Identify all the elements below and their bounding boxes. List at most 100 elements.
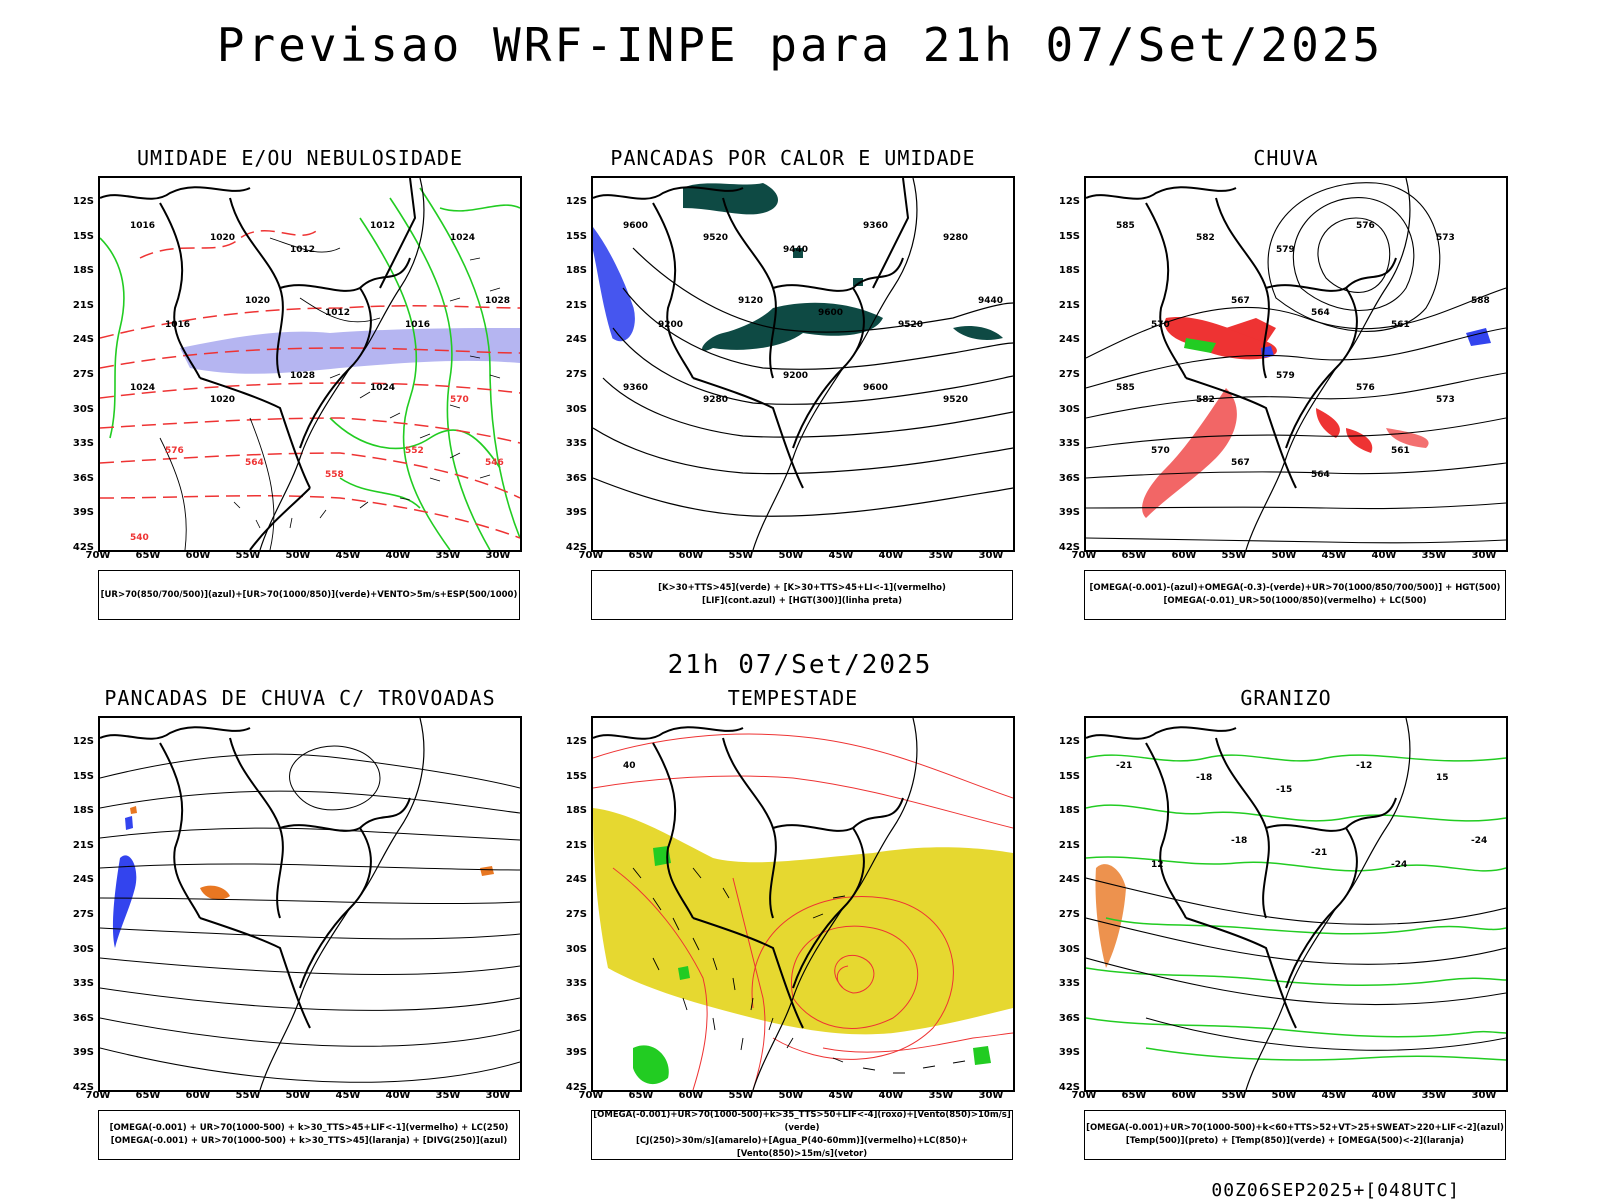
map-umidade: 1016 1020 1012 1012 1024 1016 1020 1012 1016 1028… [98, 176, 522, 552]
contour-label: 570 [450, 395, 469, 405]
lat-tick-label: 27S [565, 909, 587, 920]
contour-label: 1016 [130, 221, 155, 231]
contour-label: 9520 [703, 233, 728, 243]
lat-tick-label: 21S [565, 839, 587, 851]
teal-instability-areas [683, 183, 1003, 351]
contour-label: 15 [1436, 773, 1449, 783]
red-dashed-contours [100, 227, 520, 539]
panel-title: PANCADAS DE CHUVA C/ TROVOADAS [104, 686, 496, 710]
lat-tick-label: 15S [1058, 230, 1080, 242]
lon-tick-label: 50W [778, 550, 804, 561]
lon-tick-label: 45W [828, 550, 854, 561]
legend-line-1: [OMEGA(-0.001)+UR>70(1000-500)+k<60+TTS>… [1086, 1123, 1504, 1133]
contour-label: 9520 [898, 320, 923, 330]
legend-line-2: [LIF](cont.azul) + [HGT(300)](linha pret… [701, 596, 903, 606]
green-contours [100, 187, 520, 550]
contour-label: 567 [1231, 458, 1250, 468]
panel-tempestade: TEMPESTADE [553, 686, 1033, 1160]
lon-tick-label: 70W [1071, 1090, 1097, 1101]
contour-label: 588 [1471, 296, 1490, 306]
coastline [1245, 718, 1411, 1090]
lat-tick-label: 39S [1058, 1047, 1080, 1059]
contour-label: -15 [1276, 785, 1292, 795]
yellow-jet-area [593, 808, 1013, 1035]
lat-tick-label: 24S [72, 874, 94, 886]
lon-tick-label: 40W [878, 550, 904, 561]
lon-tick-label: 70W [85, 550, 111, 561]
contour-label: 564 [1311, 470, 1330, 480]
contour-label: 573 [1436, 395, 1455, 405]
lat-tick-label: 27S [72, 909, 94, 920]
map-pancadas-trovoadas [98, 716, 522, 1092]
lon-tick-label: 30W [1471, 1090, 1497, 1101]
lat-tick-label: 33S [1058, 978, 1080, 990]
lon-tick-label: 45W [828, 1090, 854, 1101]
lon-tick-label: 50W [1271, 550, 1297, 561]
lat-tick-label: 18S [72, 805, 94, 817]
contour-label: 570 [1151, 446, 1170, 456]
contour-label: 1012 [290, 245, 315, 255]
black-height-contours [1086, 182, 1506, 544]
lat-tick-label: 21S [1058, 299, 1080, 311]
lat-tick-label: 27S [72, 369, 94, 380]
coastline [1245, 178, 1411, 550]
contour-label: 1020 [210, 233, 235, 243]
contour-label: 9440 [783, 245, 808, 255]
contour-label: 9200 [658, 320, 683, 330]
lat-tick-label: 42S [72, 1082, 94, 1093]
lon-tick-label: 30W [485, 1090, 511, 1101]
black-streamlines [100, 745, 520, 1083]
lat-tick-label: 21S [72, 299, 94, 311]
lat-tick-label: 15S [1058, 770, 1080, 782]
lon-tick-label: 70W [578, 1090, 604, 1101]
orange-omega-areas [1095, 864, 1126, 968]
lat-tick-label: 42S [565, 542, 587, 553]
contour-label: 564 [1311, 308, 1330, 318]
lat-tick-label: 18S [1058, 805, 1080, 817]
page-title: Previsao WRF-INPE para 21h 07/Set/2025 [216, 18, 1384, 72]
lon-tick-label: 55W [1221, 550, 1247, 561]
lat-tick-label: 36S [72, 472, 94, 484]
contour-label: 9360 [623, 383, 648, 393]
coastline [752, 178, 918, 550]
contour-label: 579 [1276, 371, 1295, 381]
legend-line-2: [Temp(500)](preto) + [Temp(850)](verde) … [1125, 1136, 1465, 1146]
legend-line-1: [K>30+TTS>45](verde) + [K>30+TTS>45+LI<-… [658, 583, 946, 593]
wind-vectors [233, 257, 501, 529]
contour-label: 585 [1116, 383, 1135, 393]
contour-label: 576 [1356, 383, 1375, 393]
lat-tick-label: 21S [72, 839, 94, 851]
panel-umidade: UMIDADE E/OU NEBULOSIDADE [60, 146, 540, 620]
coastline [259, 718, 425, 1090]
lon-tick-label: 35W [1421, 1090, 1447, 1101]
black-isobars [159, 237, 381, 550]
panel-pancadas-trovoadas: PANCADAS DE CHUVA C/ TROVOADAS [60, 686, 540, 1160]
legend-line-2: [CJ(250)>30m/s](amarelo)+[Agua_P(40-60mm… [635, 1136, 969, 1159]
contour-label: 564 [245, 458, 264, 468]
contour-label: 576 [165, 446, 184, 456]
lon-tick-label: 70W [85, 1090, 111, 1101]
contour-label: 9360 [863, 221, 888, 231]
lat-tick-label: 30S [565, 943, 587, 955]
red-streamlines [593, 733, 1013, 1090]
panel-pancadas-calor: PANCADAS POR CALOR E UMIDADE [553, 146, 1033, 620]
lat-tick-label: 24S [1058, 334, 1080, 346]
contour-label: 567 [1231, 296, 1250, 306]
lat-tick-label: 27S [565, 369, 587, 380]
contour-label: 579 [1276, 245, 1295, 255]
legend-line-1: [OMEGA(-0.001)+UR>70(1000-500)+k>35_TTS>… [593, 1110, 1011, 1133]
lon-tick-label: 55W [235, 550, 261, 561]
legend-line-1: [UR>70(850/700/500)](azul)+[UR>70(1000/8… [100, 589, 518, 600]
contour-label: -12 [1356, 761, 1372, 771]
lon-tick-label: 65W [628, 1090, 654, 1101]
lat-tick-label: 18S [1058, 265, 1080, 277]
lon-tick-label: 60W [1171, 1090, 1197, 1101]
lat-tick-label: 12S [72, 736, 94, 747]
lat-tick-label: 15S [565, 230, 587, 242]
lat-tick-label: 18S [565, 265, 587, 277]
map-granizo: -21 -18 -15 -12 15 12 -18 -21 -24 -24 [1084, 716, 1508, 1092]
contour-label: 540 [130, 533, 149, 543]
contour-label: 1028 [485, 296, 510, 306]
map-canvas: 585 582 579 576 573 570 567 564 561 588 585 582 579 5… [1086, 178, 1506, 550]
contour-label: 546 [485, 458, 504, 468]
